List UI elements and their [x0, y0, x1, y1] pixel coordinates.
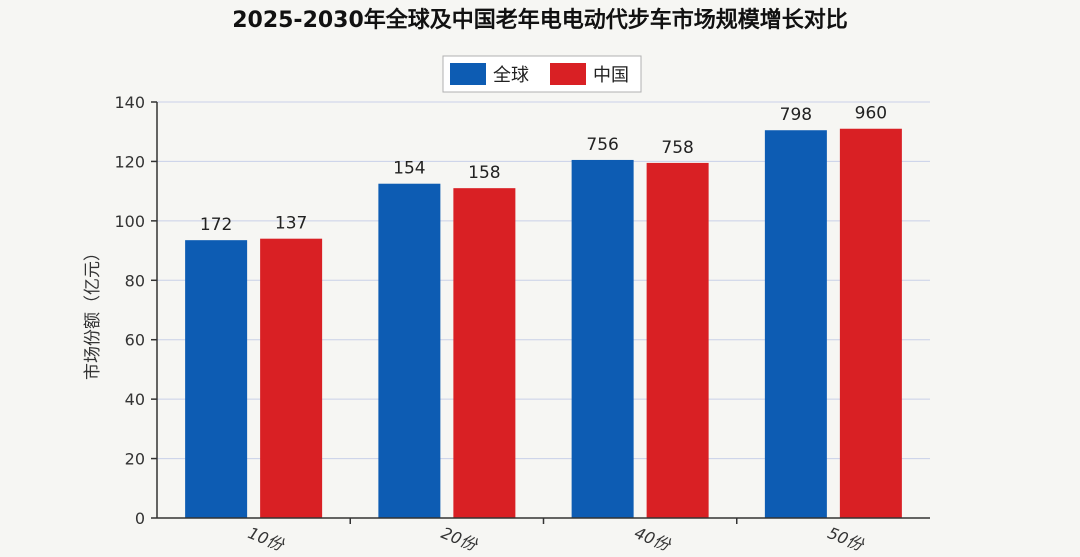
- bar-global: [378, 183, 441, 518]
- y-tick-label: 0: [135, 509, 145, 528]
- legend-label-global: 全球: [493, 65, 529, 86]
- bar-global: [764, 130, 827, 518]
- data-label: 137: [275, 214, 307, 234]
- x-tick-label: 10份: [245, 523, 288, 555]
- legend: 全球 中国: [442, 55, 642, 93]
- data-label: 960: [855, 104, 887, 124]
- bar-global: [185, 240, 248, 518]
- data-label: 758: [661, 138, 693, 158]
- legend-swatch-china: [550, 63, 586, 85]
- bar-china: [260, 238, 323, 518]
- x-tick-label: 50份: [825, 523, 868, 555]
- bar-china: [453, 188, 516, 518]
- bar-china: [839, 128, 902, 518]
- labels-layer: 172 137 154 158 756 758 798 960: [200, 104, 887, 235]
- bars-layer: [185, 128, 902, 518]
- bar-global: [571, 159, 634, 518]
- axis-layer: 0 20 40 60 80 100 120 140 10份 20份 40份 50份: [114, 93, 930, 555]
- y-tick-label: 120: [114, 152, 145, 171]
- y-tick-label: 60: [125, 331, 145, 350]
- data-label: 172: [200, 215, 232, 235]
- y-tick-label: 80: [125, 271, 145, 290]
- chart-title: 2025-2030年全球及中国老年电电动代步车市场规模增长对比: [232, 7, 848, 33]
- y-axis-title: 市场份额（亿元）: [83, 244, 103, 380]
- x-tick-label: 20份: [439, 523, 482, 555]
- data-label: 158: [468, 163, 500, 183]
- x-tick-label: 40份: [632, 523, 675, 555]
- data-label: 756: [586, 135, 618, 155]
- legend-label-china: 中国: [593, 65, 629, 86]
- y-tick-label: 140: [114, 93, 145, 112]
- y-tick-label: 20: [125, 450, 145, 469]
- legend-swatch-global: [450, 63, 486, 85]
- bar-china: [646, 162, 709, 518]
- y-tick-label: 40: [125, 390, 145, 409]
- y-tick-label: 100: [114, 212, 145, 231]
- data-label: 154: [393, 159, 425, 179]
- data-label: 798: [780, 105, 812, 125]
